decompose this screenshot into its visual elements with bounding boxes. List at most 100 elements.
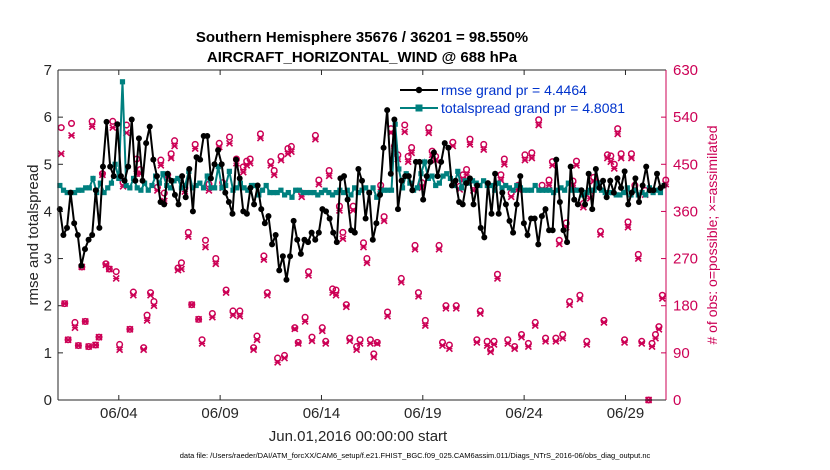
assimilated-obs-point — [425, 129, 433, 137]
assimilated-obs-point — [64, 336, 72, 344]
totalspread-point — [554, 187, 560, 193]
possible-obs-point — [229, 307, 237, 315]
totalspread-point — [141, 180, 148, 186]
assimilated-obs-point — [225, 139, 234, 147]
assimilated-obs-point — [92, 341, 100, 349]
rmse-point — [218, 161, 225, 168]
rmse-point — [574, 201, 581, 208]
rmse-point — [409, 187, 416, 194]
totalspread-point — [632, 187, 638, 193]
totalspread-point — [230, 187, 236, 193]
left-y-tick-label: 4 — [44, 203, 52, 220]
rmse-point — [452, 177, 459, 184]
rmse-point — [333, 239, 340, 246]
assimilated-obs-point — [414, 292, 423, 300]
rmse-point — [143, 140, 150, 147]
rmse-point — [596, 184, 603, 191]
totalspread-point — [293, 187, 299, 193]
rmse-point — [279, 253, 286, 260]
assimilated-obs-point — [648, 343, 656, 351]
rmse-point — [445, 144, 452, 151]
totalspread-point — [226, 168, 232, 174]
legend-spread-marker — [415, 104, 423, 112]
rmse-point — [600, 177, 607, 184]
assimilated-obs-point — [500, 160, 508, 168]
rmse-point — [618, 184, 625, 191]
assimilated-obs-point — [480, 146, 488, 154]
totalspread-point — [71, 189, 78, 196]
rmse-point — [78, 262, 85, 269]
rmse-point — [405, 173, 412, 180]
possible-obs-point — [315, 176, 323, 184]
totalspread-point — [569, 187, 575, 193]
possible-obs-point — [466, 135, 474, 143]
possible-obs-point — [373, 338, 381, 346]
left-y-axis-label: rmse and totalspread — [25, 165, 42, 306]
totalspread-point — [289, 194, 295, 200]
chart-title-line1: Southern Hemisphere 35676 / 36201 = 98.5… — [196, 29, 528, 46]
rmse-point — [60, 232, 67, 238]
totalspread-point — [399, 185, 406, 191]
rmse-point — [236, 175, 243, 182]
assimilated-obs-point — [576, 295, 584, 303]
possible-obs-point — [256, 130, 264, 138]
totalspread-point — [278, 187, 284, 193]
totalspread-point — [274, 189, 280, 196]
totalspread-point — [193, 182, 199, 189]
possible-obs-point — [359, 239, 368, 247]
assimilated-obs-point — [342, 303, 350, 311]
rmse-point — [430, 149, 437, 156]
totalspread-point — [263, 182, 269, 189]
totalspread-point — [348, 192, 354, 198]
assimilated-obs-point — [487, 348, 495, 356]
rmse-point — [150, 156, 157, 163]
rmse-point — [110, 173, 117, 180]
possible-obs-point — [71, 318, 79, 327]
rmse-point — [531, 215, 538, 222]
totalspread-point — [613, 192, 619, 198]
possible-obs-point — [236, 307, 244, 315]
possible-obs-point — [383, 308, 392, 316]
rmse-point — [628, 189, 635, 196]
assimilated-obs-point — [157, 161, 165, 169]
totalspread-point — [108, 180, 115, 186]
assimilated-obs-point — [397, 278, 405, 286]
rmse-point — [323, 208, 330, 215]
rmse-point — [67, 189, 74, 196]
assimilated-obs-point — [280, 354, 289, 362]
rmse-point — [287, 253, 294, 260]
assimilated-obs-point — [421, 322, 429, 330]
rmse-point — [207, 175, 214, 182]
assimilated-obs-point — [88, 123, 96, 131]
assimilated-obs-point — [146, 291, 155, 299]
assimilated-obs-point — [184, 233, 192, 241]
possible-obs-point — [572, 157, 581, 165]
assimilated-obs-point — [198, 339, 206, 347]
totalspread-point — [558, 185, 564, 191]
totalspread-point — [241, 185, 247, 191]
rmse-point — [474, 182, 481, 189]
totalspread-point — [329, 192, 336, 198]
assimilated-obs-point — [212, 260, 220, 268]
totalspread-point — [525, 187, 531, 193]
assimilated-obs-point — [638, 339, 646, 347]
assimilated-obs-point — [95, 333, 103, 341]
totalspread-point — [370, 185, 376, 191]
rmse-point — [276, 267, 283, 274]
possible-obs-point — [246, 155, 254, 163]
rmse-point — [441, 140, 448, 147]
rmse-point — [603, 194, 610, 201]
assimilated-obs-point — [346, 337, 354, 345]
assimilated-obs-point — [85, 343, 93, 351]
possible-obs-point — [521, 151, 529, 159]
rmse-point — [384, 107, 391, 114]
rmse-point — [448, 182, 455, 189]
totalspread-point — [528, 187, 535, 193]
possible-obs-point — [109, 117, 117, 125]
assimilated-obs-point — [325, 172, 333, 180]
assimilated-obs-point — [171, 142, 179, 150]
assimilated-obs-point — [607, 158, 615, 166]
rmse-point — [146, 123, 153, 130]
rmse-point — [510, 229, 517, 236]
